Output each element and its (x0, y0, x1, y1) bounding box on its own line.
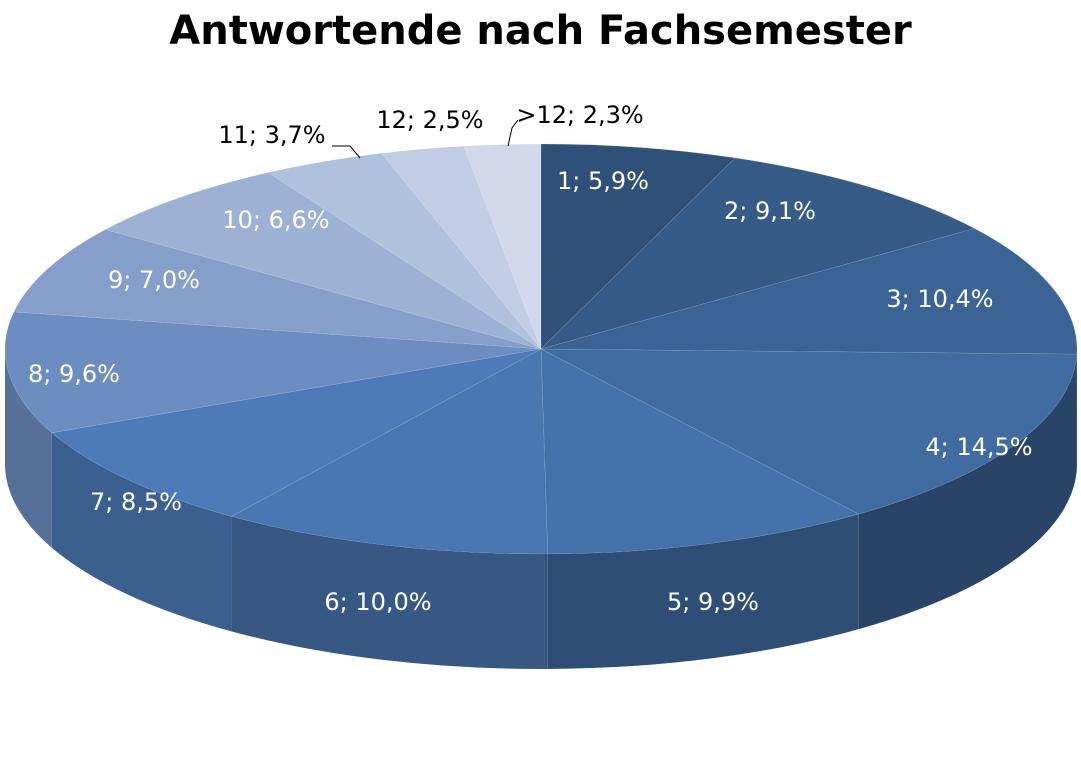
leader-line-gt12 (507, 119, 519, 147)
slice-labels: 1; 5,9% 2; 9,1% 3; 10,4% 4; 14,5% 5; 9,9% 6; … (28, 101, 1033, 616)
data-label-9: 9; 7,0% (108, 266, 200, 294)
pie-slice-2 (539, 157, 976, 350)
data-label-5: 5; 9,9% (667, 588, 759, 616)
pie-side-6 (231, 516, 548, 669)
pie-slice-5 (540, 348, 860, 555)
data-label-4: 4; 14,5% (925, 433, 1032, 461)
pie-slice->12 (463, 143, 542, 350)
pie-side-5 (547, 514, 859, 669)
data-label-gt12: >12; 2,3% (516, 101, 643, 129)
pie-slice-7 (51, 348, 542, 517)
pie-slice-3 (540, 228, 1078, 355)
pie-sides (5, 349, 1077, 669)
data-label-12: 12; 2,5% (376, 106, 483, 134)
pie-top (4, 143, 1078, 555)
data-label-11: 11; 3,7% (218, 121, 325, 149)
label-leaders (332, 119, 519, 159)
chart-title: Antwortende nach Fachsemester (169, 8, 912, 54)
pie-slice-12 (381, 145, 542, 350)
pie-slice-10 (104, 172, 542, 350)
data-label-6: 6; 10,0% (324, 588, 431, 616)
data-label-2: 2; 9,1% (724, 197, 816, 225)
pie-slice-6 (230, 348, 549, 555)
data-label-1: 1; 5,9% (557, 167, 649, 195)
pie-slice-1 (540, 143, 736, 350)
data-label-10: 10; 6,6% (222, 206, 329, 234)
data-label-7: 7; 8,5% (90, 488, 182, 516)
data-label-3: 3; 10,4% (886, 285, 993, 313)
pie-slice-4 (540, 348, 1078, 515)
pie-side-7 (51, 432, 232, 632)
leader-line-11 (332, 145, 361, 159)
pie-slice-8 (4, 311, 542, 434)
data-label-8: 8; 9,6% (28, 360, 120, 388)
pie-slice-9 (13, 229, 542, 350)
pie-side-8 (5, 349, 52, 548)
pie-slice-11 (267, 152, 542, 350)
pie-side-4 (858, 354, 1077, 630)
